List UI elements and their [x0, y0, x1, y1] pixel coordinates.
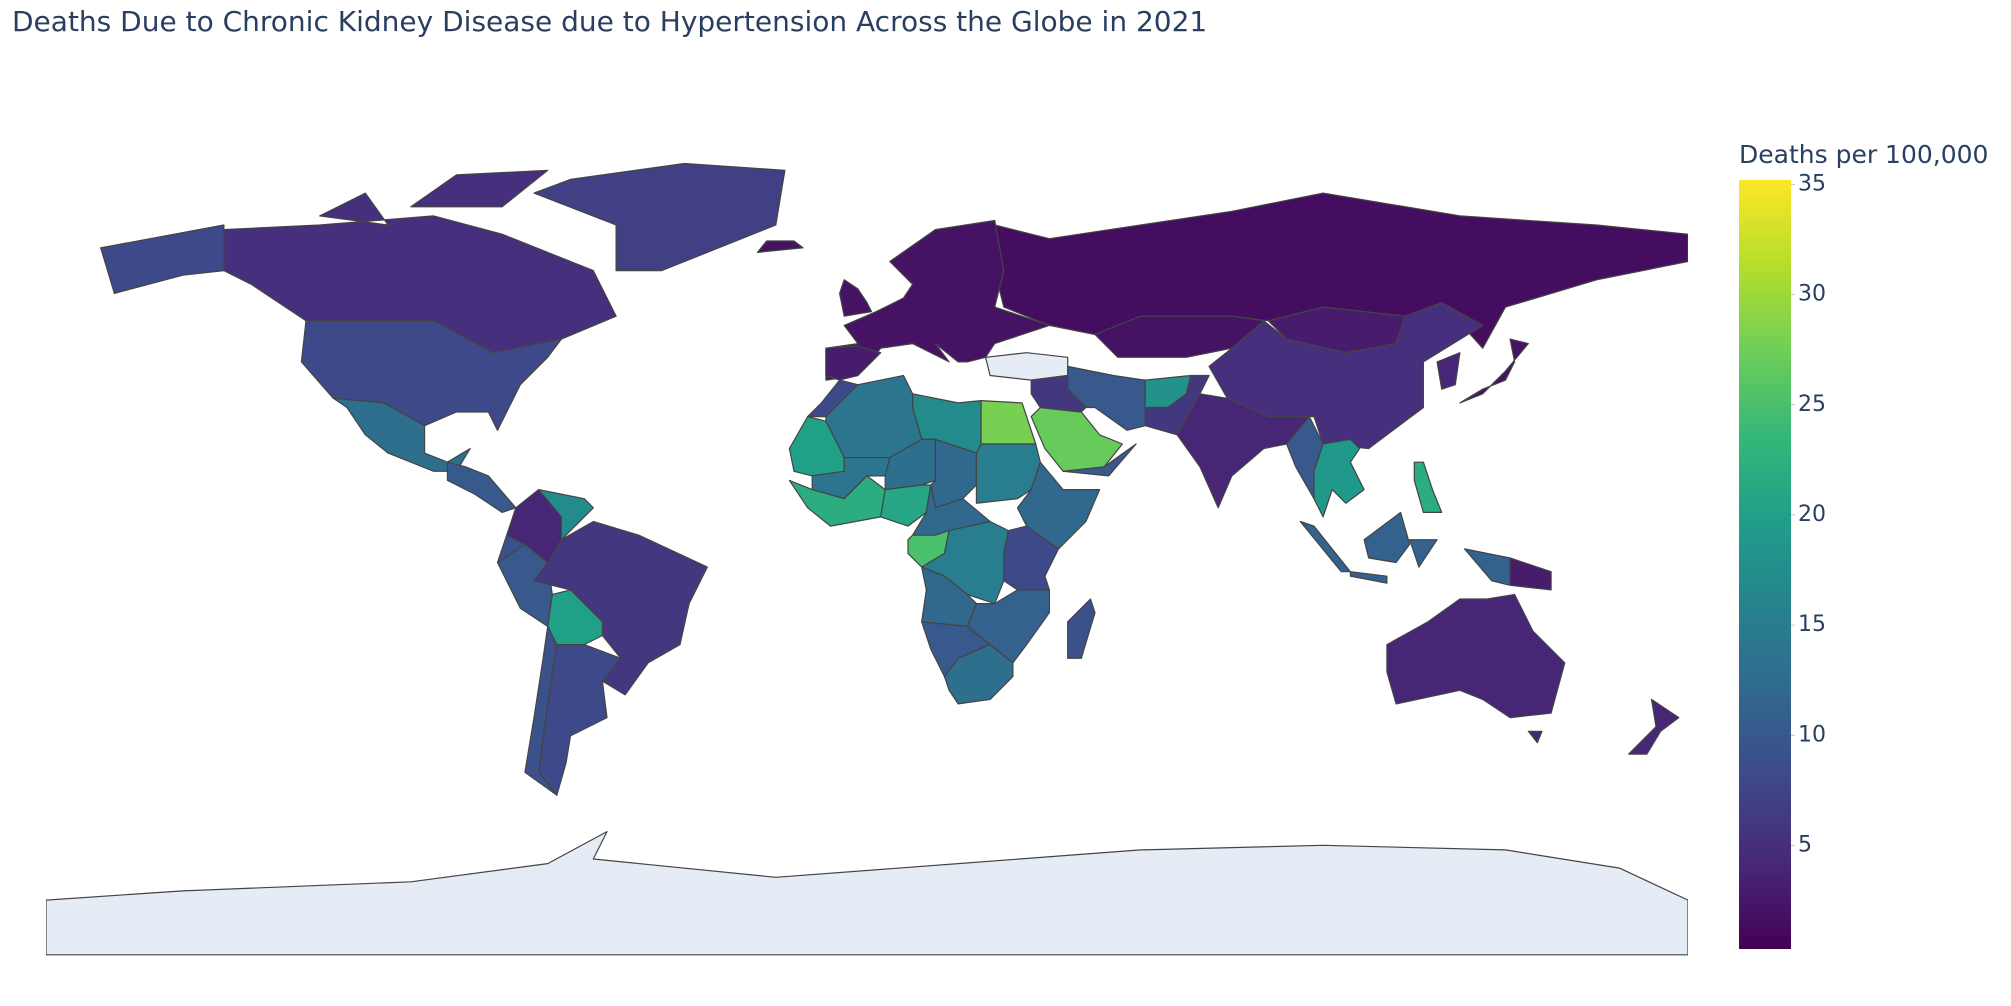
country — [756, 240, 804, 253]
country — [825, 219, 1050, 381]
country — [807, 379, 859, 418]
country — [1386, 593, 1566, 744]
country — [1062, 443, 1137, 477]
country — [538, 489, 594, 541]
colorbar-tick-label: 30 — [1798, 282, 1826, 307]
colorbar-tick-label: 20 — [1798, 502, 1826, 527]
country — [839, 279, 873, 317]
country — [1030, 374, 1087, 413]
colorbar-tick-label: 15 — [1798, 612, 1826, 637]
country — [1313, 438, 1365, 518]
country — [1413, 461, 1443, 513]
country — [524, 625, 558, 796]
country — [446, 461, 517, 513]
chart-title: Deaths Due to Chronic Kidney Disease due… — [12, 5, 1207, 38]
country — [994, 192, 1688, 349]
country — [496, 534, 526, 564]
country — [1459, 338, 1529, 404]
map — [46, 162, 1688, 956]
country — [1436, 352, 1461, 390]
colorbar — [1739, 180, 1791, 949]
no-data-region — [985, 352, 1069, 381]
country — [1067, 598, 1096, 659]
colorbar-tick-label: 25 — [1798, 392, 1826, 417]
country — [980, 400, 1037, 445]
colorbar-tick-label: 5 — [1798, 832, 1812, 857]
colorbar-tick-label: 10 — [1798, 722, 1826, 747]
country — [332, 397, 471, 472]
country — [1016, 461, 1101, 550]
country — [1299, 511, 1511, 586]
country — [825, 345, 882, 381]
antarctica — [46, 831, 1688, 956]
colorbar-title: Deaths per 100,000 — [1739, 140, 1988, 169]
country — [943, 644, 1014, 705]
country — [1628, 698, 1680, 755]
colorbar-tick-label: 35 — [1798, 171, 1826, 196]
country — [1509, 557, 1552, 591]
country — [533, 162, 786, 272]
country — [1144, 374, 1210, 436]
